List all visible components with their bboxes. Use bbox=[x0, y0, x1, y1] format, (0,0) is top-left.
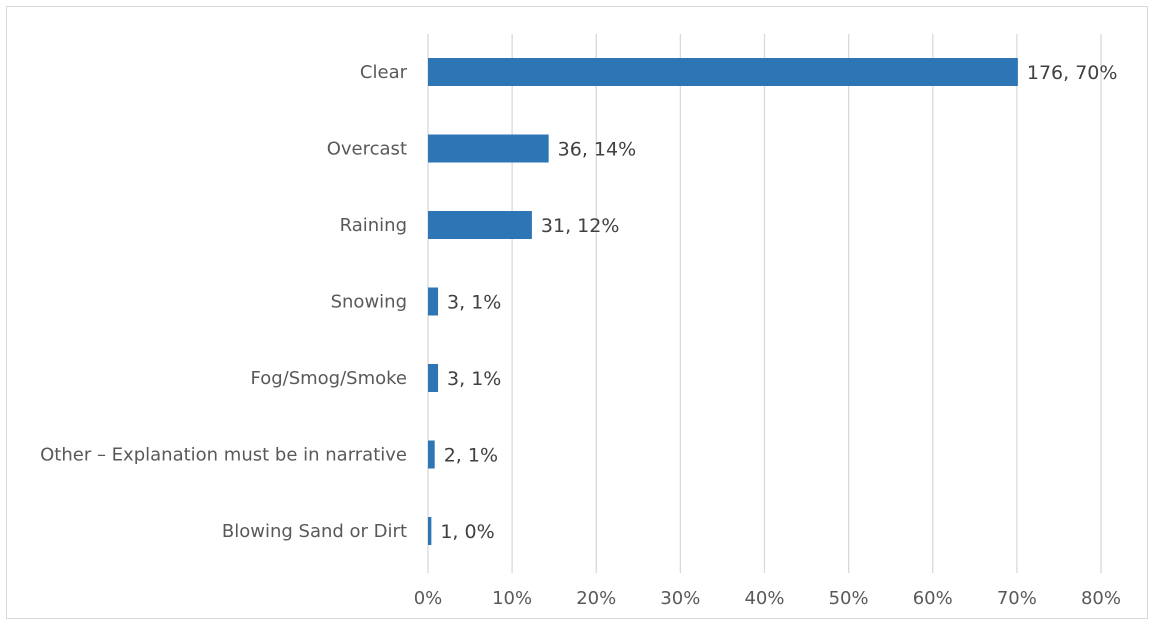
category-label: Snowing bbox=[331, 292, 407, 313]
category-label: Raining bbox=[340, 215, 407, 236]
bar-6 bbox=[428, 517, 432, 545]
x-tick-label: 60% bbox=[913, 588, 953, 609]
bar-2 bbox=[428, 211, 532, 239]
bar-0 bbox=[428, 58, 1018, 86]
x-tick-label: 0% bbox=[414, 588, 443, 609]
bar-4 bbox=[428, 364, 439, 392]
x-tick-label: 50% bbox=[829, 588, 869, 609]
x-tick-label: 10% bbox=[492, 588, 532, 609]
bar-3 bbox=[428, 287, 439, 316]
data-label: 1, 0% bbox=[440, 521, 494, 543]
data-label: 3, 1% bbox=[447, 292, 501, 314]
bars bbox=[428, 58, 1018, 545]
category-label: Clear bbox=[360, 62, 408, 83]
bar-1 bbox=[428, 134, 549, 163]
bar-5 bbox=[428, 440, 435, 469]
data-label: 36, 14% bbox=[558, 139, 637, 161]
x-tick-label: 20% bbox=[576, 588, 616, 609]
data-label: 176, 70% bbox=[1027, 62, 1118, 84]
category-label: Blowing Sand or Dirt bbox=[222, 521, 407, 542]
category-labels: Clear Overcast Raining Snowing Fog/Smog/Smok… bbox=[40, 62, 407, 542]
gridlines bbox=[427, 34, 1102, 573]
x-tick-label: 70% bbox=[997, 588, 1037, 609]
data-labels: 176, 70% 36, 14% 31, 12% 3, 1% 3, 1% 2, 1% 1, … bbox=[440, 62, 1117, 543]
category-label: Overcast bbox=[327, 139, 407, 160]
data-label: 31, 12% bbox=[541, 215, 620, 237]
data-label: 2, 1% bbox=[444, 445, 498, 467]
chart-frame bbox=[6, 6, 1148, 619]
x-tick-label: 30% bbox=[660, 588, 700, 609]
category-label: Other – Explanation must be in narrative bbox=[40, 445, 407, 466]
category-label: Fog/Smog/Smoke bbox=[250, 368, 407, 389]
data-label: 3, 1% bbox=[447, 368, 501, 390]
x-axis-ticks: 0% 10% 20% 30% 40% 50% 60% 70% 80% bbox=[414, 588, 1121, 609]
x-tick-label: 80% bbox=[1081, 588, 1121, 609]
x-tick-label: 40% bbox=[744, 588, 784, 609]
